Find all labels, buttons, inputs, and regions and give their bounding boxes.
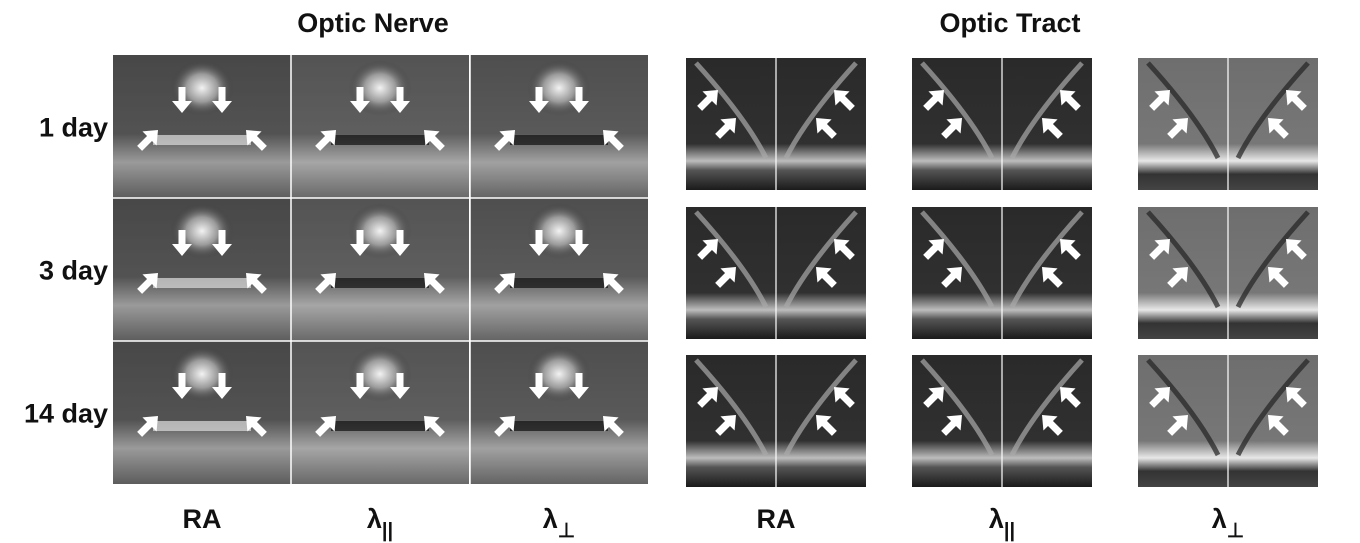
column-subscript: ||: [1004, 520, 1015, 542]
image-blob: [157, 60, 247, 140]
column-subscript: ⊥: [1227, 520, 1244, 542]
image-blob: [157, 203, 247, 283]
image-band: [510, 278, 608, 288]
column-subscript: ||: [382, 520, 393, 542]
column-label: λ⊥: [543, 504, 575, 542]
section-title: Optic Tract: [939, 8, 1080, 38]
row-label: 14 day: [24, 399, 108, 429]
column-label: λ||: [367, 504, 393, 542]
column-subscript: ⊥: [558, 520, 575, 542]
column-symbol: λ: [989, 504, 1004, 534]
column-symbol: λ: [367, 504, 382, 534]
image-blob: [514, 60, 604, 140]
image-band: [510, 135, 608, 145]
figure: Optic Nerve Optic Tract 1 day 3 day 14 day…: [0, 0, 1360, 543]
image-band: [331, 421, 429, 431]
row-label: 1 day: [39, 113, 108, 143]
section-title: Optic Nerve: [297, 8, 449, 38]
image-blob: [335, 60, 425, 140]
image-blob: [514, 203, 604, 283]
image-band: [331, 278, 429, 288]
image-blob: [514, 346, 604, 426]
column-symbol: RA: [757, 504, 796, 534]
column-label: λ||: [989, 504, 1015, 542]
column-label: RA: [183, 504, 222, 534]
image-blob: [335, 203, 425, 283]
column-label: λ⊥: [1212, 504, 1244, 542]
image-band: [153, 135, 251, 145]
image-band: [153, 421, 251, 431]
image-band: [153, 278, 251, 288]
image-band: [331, 135, 429, 145]
image-band: [510, 421, 608, 431]
image-blob: [335, 346, 425, 426]
column-label: RA: [757, 504, 796, 534]
row-label: 3 day: [39, 256, 108, 286]
column-symbol: λ: [543, 504, 558, 534]
column-symbol: λ: [1212, 504, 1227, 534]
column-symbol: RA: [183, 504, 222, 534]
image-blob: [157, 346, 247, 426]
